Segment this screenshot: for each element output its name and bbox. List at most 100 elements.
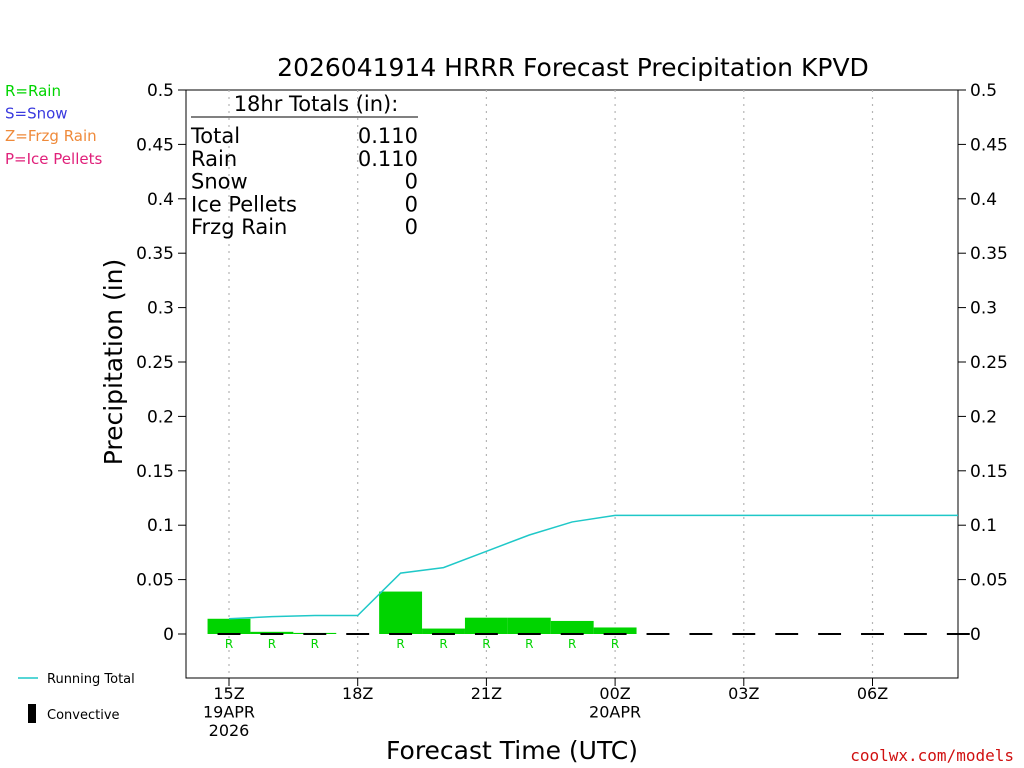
precip-type-label-24: R [611,637,619,651]
convective-bars [217,633,970,635]
convective-bar-27 [732,633,756,635]
x-tick-label: 2026 [209,721,250,740]
convective-bar-23 [560,633,584,635]
y-right-tick-label: 0.4 [970,190,997,210]
totals-row-value: 0.110 [358,124,418,148]
y-axis-right: 0 0.05 0.1 0.15 0.2 0.25 0.3 0.35 0.4 0.45 0.5 [958,81,1008,645]
y-right-tick-label: 0.2 [970,407,997,427]
plot-frame [185,89,959,679]
y-right-tick-label: 0.5 [970,81,997,101]
legend-convective-label: Convective [47,708,120,723]
x-tick-label: 19APR [203,703,255,722]
totals-row-label: Rain [191,147,237,171]
x-axis-label: Forecast Time (UTC) [386,736,638,765]
y-right-tick-label: 0.45 [970,135,1008,155]
y-left-tick-label: 0.5 [147,81,174,101]
totals-row-label: Total [190,124,240,148]
legend-running-total-label: Running Total [47,672,135,687]
precip-key-2: S=Snow [5,105,68,123]
convective-bar-30 [861,633,884,635]
precip-type-key: R=Rain S=Snow Z=Frzg Rain P=Ice Pellets [5,82,102,168]
chart-title: 2026041914 HRRR Forecast Precipitation K… [277,53,869,82]
convective-bar-17 [303,633,327,635]
running-total-line [228,514,958,620]
x-tick-label: 00Z [599,684,630,703]
y-right-tick-label: 0.15 [970,462,1008,482]
y-left-tick-label: 0.3 [147,299,174,319]
convective-bar-18 [346,633,370,635]
rain-bar-22 [507,617,551,634]
rain-bar-20 [422,628,465,634]
convective-bar-24 [603,633,627,635]
totals-row-label: Ice Pellets [191,192,297,216]
convective-bar-31 [903,633,927,635]
totals-row-value: 0.110 [358,147,418,171]
y-left-tick-label: 0.15 [136,462,174,482]
rain-bar-23 [550,620,594,634]
totals-row-value: 0 [405,170,418,194]
convective-bar-26 [689,633,713,635]
convective-bar-19 [389,633,413,635]
grid-lines [228,90,874,678]
rain-bar-24 [593,627,637,634]
y-left-tick-label: 0.25 [136,353,174,373]
totals-row-label: Frzg Rain [191,215,287,239]
legend: Running Total Convective [18,672,135,723]
y-right-tick-label: 0.05 [970,571,1008,591]
x-tick-label: 21Z [471,684,502,703]
convective-bar-28 [775,633,799,635]
y-left-tick-label: 0.05 [136,571,174,591]
totals-box: 18hr Totals (in): Total 0.110 Rain 0.110 Sno… [190,92,418,239]
y-axis-label: Precipitation (in) [99,259,128,466]
precip-key-3: Z=Frzg Rain [5,127,97,145]
rain-bar-19 [379,591,423,634]
y-left-tick-label: 0.4 [147,190,174,210]
precip-type-label-20: R [439,637,447,651]
y-left-tick-label: 0.35 [136,244,174,264]
precip-type-label-15: R [225,637,233,651]
precip-type-label-22: R [525,637,533,651]
y-right-tick-label: 0.1 [970,516,997,536]
convective-bar-32 [946,633,970,635]
running-total-series [228,514,958,620]
y-right-tick-label: 0.35 [970,244,1008,264]
y-left-tick-label: 0 [163,625,174,645]
convective-bar-15 [217,633,241,635]
precip-key-4: P=Ice Pellets [5,150,102,168]
precip-type-label-23: R [568,637,576,651]
legend-convective-swatch [28,704,36,723]
totals-rows: Total 0.110 Rain 0.110 Snow 0 Ice Pellets 0 Frzg… [190,124,418,239]
convective-bar-29 [818,633,842,635]
convective-bar-16 [260,633,284,635]
convective-bar-22 [517,633,541,635]
totals-row-value: 0 [405,215,418,239]
y-left-tick-label: 0.45 [136,135,174,155]
rain-bars [207,591,637,634]
convective-bar-21 [474,633,498,635]
precip-type-label-16: R [268,637,276,651]
y-right-tick-label: 0.25 [970,353,1008,373]
y-right-tick-label: 0 [970,625,981,645]
rain-bar-16 [250,631,294,634]
precip-type-label-17: R [311,637,319,651]
y-right-tick-label: 0.3 [970,299,997,319]
totals-row-label: Snow [191,170,248,194]
convective-bar-20 [432,633,455,635]
x-tick-label: 18Z [342,684,373,703]
totals-box-title: 18hr Totals (in): [234,92,399,116]
totals-row-value: 0 [405,192,418,216]
y-axis-left: 0 0.05 0.1 0.15 0.2 0.25 0.3 0.35 0.4 0.45 0.5 [136,81,186,645]
y-left-tick-label: 0.1 [147,516,174,536]
rain-bar-15 [207,618,251,634]
x-tick-label: 15Z [213,684,244,703]
x-tick-label: 03Z [728,684,759,703]
precip-type-label-21: R [482,637,490,651]
convective-bar-25 [646,633,670,635]
x-tick-label: 20APR [589,703,641,722]
x-tick-label: 06Z [857,684,888,703]
credit-text: coolwx.com/models [850,746,1014,765]
precip-type-label-19: R [396,637,404,651]
